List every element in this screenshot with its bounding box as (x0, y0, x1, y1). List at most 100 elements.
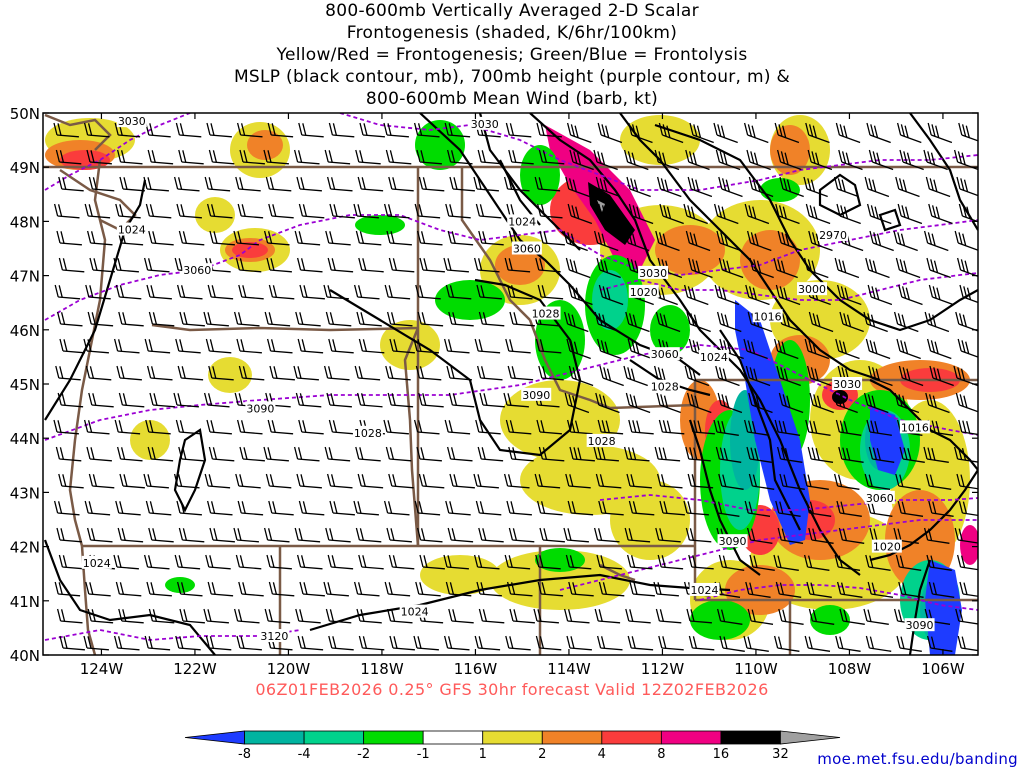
wind-barb-feather (446, 149, 456, 163)
wind-barb-feather (293, 365, 302, 379)
wind-barb (121, 242, 144, 246)
wind-barb-feather (234, 392, 243, 406)
wind-barb-feather (626, 176, 639, 192)
wind-barb-feather (119, 176, 128, 190)
wind-barb-feather (53, 500, 63, 514)
wind-barb (269, 188, 292, 192)
lon-label: 110W (734, 660, 778, 678)
wind-barb-feather (354, 365, 363, 379)
wind-barb (88, 593, 111, 597)
wind-barb-feather (145, 419, 154, 433)
wind-barb-feather (263, 527, 273, 541)
wind-barb-feather (865, 554, 874, 568)
wind-barb (481, 539, 504, 543)
wind-barb-feather (863, 392, 876, 408)
wind-barb (332, 134, 355, 138)
lon-label: 122W (173, 660, 217, 678)
wind-barb (361, 188, 384, 192)
wind-barb-feather (237, 500, 246, 514)
wind-barb (631, 647, 654, 651)
wind-barb (300, 269, 323, 273)
wind-barb (417, 431, 440, 435)
wind-barb-feather (386, 608, 396, 622)
wind-barb (119, 296, 142, 300)
wind-barb-feather (896, 122, 909, 138)
wind-barb (539, 647, 562, 651)
wind-barb-feather (116, 149, 126, 163)
wind-barb-feather (898, 365, 911, 381)
wind-barb (271, 431, 294, 435)
lon-label: 108W (828, 660, 872, 678)
wind-barb-feather (179, 608, 188, 622)
wind-barb-feather (895, 257, 908, 273)
colorbar-segment (780, 730, 841, 745)
wind-barb-feather (203, 311, 212, 325)
wind-barb (297, 161, 320, 165)
wind-barb (392, 566, 415, 570)
wind-barb-feather (119, 473, 128, 487)
wind-barb-feather (266, 338, 276, 352)
wind-barb-feather (444, 419, 453, 433)
wind-barb (659, 620, 682, 624)
lat-label: 44N (10, 430, 40, 448)
wind-barb-feather (684, 365, 697, 381)
wind-barb-feather (326, 176, 336, 190)
wind-barb-feather (264, 608, 273, 622)
wind-barb-feather (806, 581, 815, 595)
wind-barb (88, 512, 111, 516)
wind-barb-feather (596, 635, 606, 649)
wind-barb (447, 350, 470, 354)
wind-barb-feather (956, 554, 966, 568)
wind-barb-feather (446, 446, 456, 460)
wind-barb-feather (687, 176, 700, 192)
wind-barb-feather (567, 203, 580, 219)
wind-barb-feather (743, 338, 756, 354)
wind-barb (362, 647, 385, 651)
wind-barb-feather (59, 338, 68, 352)
wind-barb-feather (506, 284, 516, 298)
wind-barb-feather (265, 473, 275, 487)
wind-barb (60, 323, 83, 327)
wind-barb-feather (716, 608, 726, 622)
wind-barb-feather (325, 311, 335, 325)
wind-barb (180, 593, 203, 597)
wind-barb (91, 404, 114, 408)
wind-barb-feather (656, 392, 669, 408)
wind-barb-feather (148, 311, 158, 325)
wind-barb-feather (898, 284, 910, 300)
wind-barb (448, 215, 471, 219)
wind-barb-feather (955, 311, 967, 327)
wind-barb-feather (143, 554, 153, 568)
wind-barb-feather (413, 338, 422, 352)
wind-barb-feather (683, 500, 692, 514)
wind-barb-feather (628, 500, 638, 514)
wind-barb (421, 404, 444, 408)
contour-label-bg (116, 114, 147, 128)
wind-barb-feather (627, 635, 636, 649)
wind-barb-feather (624, 527, 633, 541)
wind-barb-feather (117, 527, 126, 541)
wind-barb (269, 566, 292, 570)
wind-barb-feather (566, 122, 579, 138)
wind-barb-feather (419, 554, 428, 568)
wind-barb (151, 161, 174, 165)
wind-barb (119, 593, 142, 597)
wind-barb-feather (294, 230, 303, 244)
wind-barb-feather (713, 122, 726, 138)
wind-barb-feather (267, 419, 276, 433)
wind-barb-feather (174, 554, 183, 568)
wind-barb (357, 296, 380, 300)
contour-label-bg (182, 263, 213, 277)
wind-barb (212, 539, 235, 543)
wind-barb-feather (233, 608, 243, 622)
wind-barb-feather (894, 392, 907, 408)
wind-barb-feather (926, 338, 939, 354)
contour-label: 1028 (588, 435, 616, 448)
wind-barb (479, 215, 502, 219)
wind-barb (447, 647, 470, 651)
wind-barb-feather (868, 149, 881, 165)
wind-barb-feather (869, 230, 882, 246)
wind-barb-feather (174, 257, 183, 271)
wind-barb-feather (417, 311, 426, 325)
wind-barb-feather (508, 149, 517, 163)
